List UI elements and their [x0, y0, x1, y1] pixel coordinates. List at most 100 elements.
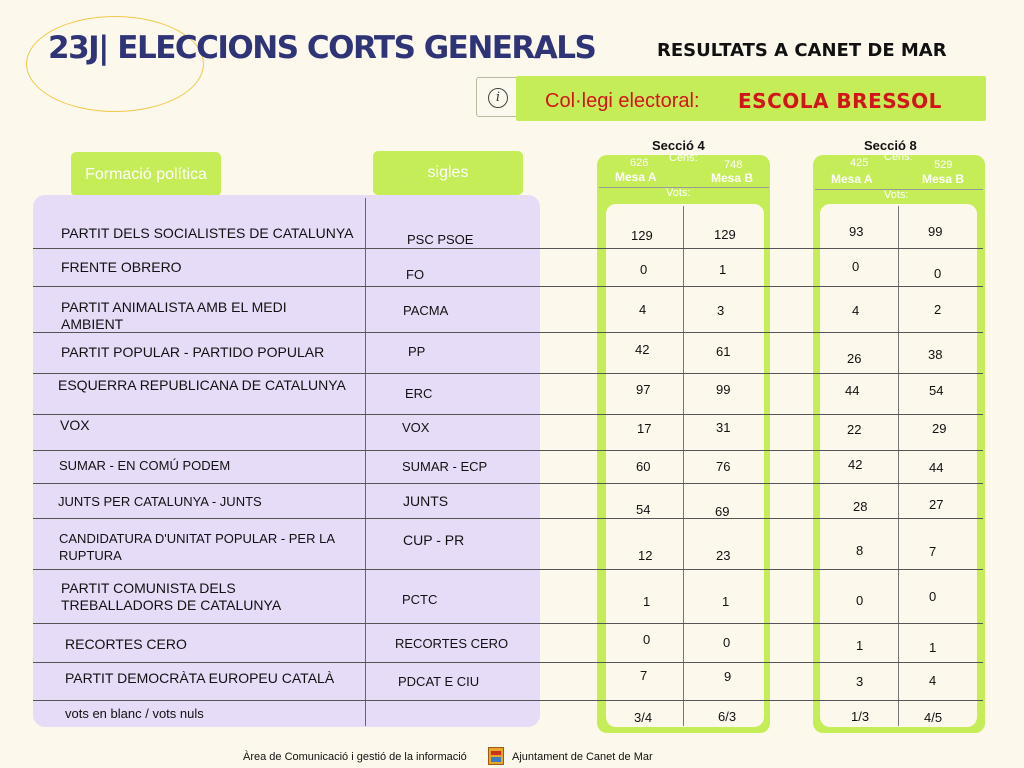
section-8-mesa-b-cens: 529 [934, 159, 953, 171]
party-name: FRENTE OBRERO [61, 259, 182, 275]
vote-count: 99 [928, 224, 943, 239]
party-name: RECORTES CERO [65, 636, 187, 652]
vote-count: 61 [716, 344, 731, 359]
party-name: PARTIT DEMOCRÀTA EUROPEU CATALÀ [65, 670, 335, 686]
row-divider [33, 373, 983, 374]
row-divider [33, 332, 983, 333]
vote-count: 54 [636, 502, 651, 517]
vote-count: 1 [929, 640, 937, 655]
vote-count: 3 [856, 674, 864, 689]
party-acronym: FO [406, 267, 425, 282]
vote-count: 8 [856, 543, 864, 558]
party-acronym: ERC [405, 386, 433, 401]
party-name: PARTIT COMUNISTA DELS TREBALLADORS DE CA… [61, 580, 282, 613]
party-column-header: Formació política [71, 152, 221, 196]
vote-count: 4 [639, 302, 647, 317]
section-4-mesa-b-cens: 748 [724, 159, 743, 171]
vote-count: 76 [716, 459, 731, 474]
school-label: Col·legi electoral: [545, 90, 700, 112]
vote-count: 0 [723, 635, 731, 650]
vote-count: 0 [856, 593, 864, 608]
vote-count: 0 [852, 259, 860, 274]
row-divider [33, 623, 983, 624]
vote-count: 129 [631, 228, 653, 243]
vote-count: 97 [636, 382, 651, 397]
school-banner [516, 76, 986, 121]
party-name: PARTIT POPULAR - PARTIDO POPULAR [61, 344, 325, 360]
party-acronym: RECORTES CERO [395, 636, 509, 651]
section-4-mesa-b-label: Mesa B [711, 171, 754, 185]
section-8-header-divider [815, 189, 983, 190]
vote-count: 42 [848, 457, 863, 472]
party-acronym: PSC PSOE [407, 232, 474, 247]
section-4-title: Secció 4 [652, 138, 705, 153]
section-8-cens-label: Cens: [884, 151, 913, 163]
section-4-mesa-a-label: Mesa A [615, 170, 657, 184]
section-4-votes-label: Vots: [666, 187, 691, 199]
vote-count: 0 [934, 266, 942, 281]
vote-count: 44 [845, 383, 860, 398]
vote-count: 29 [932, 421, 947, 436]
row-divider [33, 248, 983, 249]
vote-count: 7 [929, 544, 937, 559]
vote-count: 23 [716, 548, 731, 563]
vote-count: 3/4 [634, 710, 653, 725]
vote-count: 3 [717, 303, 725, 318]
section-8-column-divider [898, 206, 899, 726]
party-acronym: PCTC [402, 592, 438, 607]
section-8-mesa-a-label: Mesa A [831, 172, 873, 186]
vote-count: 2 [934, 302, 942, 317]
vote-count: 22 [847, 422, 862, 437]
party-name: PARTIT DELS SOCIALISTES DE CATALUNYA [61, 225, 354, 241]
row-divider [33, 450, 983, 451]
vote-count: 99 [716, 382, 731, 397]
school-name: ESCOLA BRESSOL [738, 89, 942, 113]
blank-null-votes-label: vots en blanc / vots nuls [65, 706, 204, 721]
section-4-body [606, 204, 764, 727]
row-divider [33, 414, 983, 415]
page-subtitle: RESULTATS A CANET DE MAR [657, 40, 947, 61]
vote-count: 1 [722, 594, 730, 609]
vote-count: 54 [929, 383, 944, 398]
vote-count: 4 [852, 303, 860, 318]
section-4-cens-label: Cens: [669, 152, 698, 164]
section-8-mesa-a-cens: 425 [850, 157, 869, 169]
section-4-header-divider [599, 187, 769, 188]
vote-count: 4/5 [924, 710, 943, 725]
vote-count: 4 [929, 673, 937, 688]
footer-department: Àrea de Comunicació i gestió de la infor… [243, 751, 467, 763]
party-acronym: PDCAT E CIU [398, 674, 480, 689]
vote-count: 93 [849, 224, 864, 239]
vote-count: 69 [715, 504, 730, 519]
vote-count: 1 [643, 594, 651, 609]
vote-count: 1/3 [851, 709, 870, 724]
acronym-column-header: sigles [373, 151, 523, 195]
party-name: ESQUERRA REPUBLICANA DE CATALUNYA [58, 377, 346, 393]
vote-count: 27 [929, 497, 944, 512]
party-name: VOX [60, 417, 90, 433]
vote-count: 26 [847, 351, 862, 366]
party-acronym: VOX [402, 420, 430, 435]
table-column-divider [365, 198, 366, 726]
vote-count: 17 [637, 421, 652, 436]
vote-count: 7 [640, 668, 648, 683]
party-name: CANDIDATURA D'UNITAT POPULAR - PER LA RU… [59, 531, 335, 563]
row-divider [33, 662, 983, 663]
section-8-votes-label: Vots: [884, 189, 909, 201]
row-divider [33, 518, 983, 519]
vote-count: 6/3 [718, 709, 737, 724]
row-divider [33, 483, 983, 484]
vote-count: 38 [928, 347, 943, 362]
vote-count: 12 [638, 548, 653, 563]
vote-count: 0 [929, 589, 937, 604]
info-icon: i [488, 88, 508, 108]
party-name: SUMAR - EN COMÚ PODEM [59, 458, 231, 473]
section-4-column-divider [683, 206, 684, 726]
party-table [33, 195, 540, 727]
footer-municipality: Ajuntament de Canet de Mar [512, 751, 653, 763]
vote-count: 60 [636, 459, 651, 474]
page-title: 23J| ELECCIONS CORTS GENERALS [48, 30, 597, 66]
section-4-mesa-a-cens: 626 [630, 157, 649, 169]
party-acronym: JUNTS [403, 493, 449, 509]
row-divider [33, 700, 983, 701]
